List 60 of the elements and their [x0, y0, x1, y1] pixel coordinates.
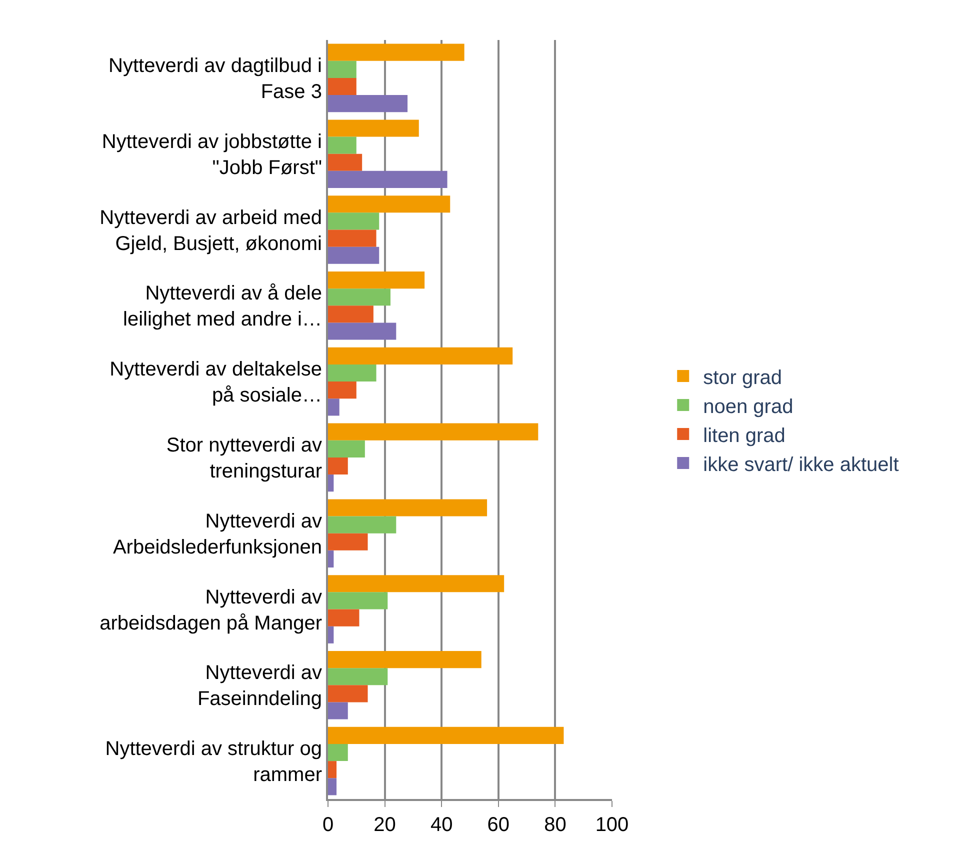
bar [328, 322, 396, 340]
bar [328, 516, 396, 534]
bar [328, 474, 334, 492]
bar [328, 398, 340, 416]
bar [328, 626, 334, 644]
bar [328, 685, 368, 702]
y-tick-label: Nytteverdi av dagtilbud i Fase 3 [108, 54, 322, 103]
bar [328, 609, 360, 626]
x-tick-label: 100 [595, 814, 629, 836]
bar [328, 668, 388, 686]
bar [328, 423, 538, 440]
legend-label: stor grad [703, 366, 782, 389]
bar [328, 592, 388, 610]
bar [328, 60, 356, 78]
y-tick-label: Nytteverdi av Faseinndeling [197, 662, 322, 710]
bar [328, 288, 390, 306]
bar [328, 382, 356, 399]
y-tick-label: Nytteverdi av å dele leilighet med andre i… [123, 282, 322, 331]
legend-label: ikke svart/ ikke aktuelt [703, 454, 900, 476]
legend-label: noen grad [703, 396, 794, 418]
bar [328, 440, 365, 458]
bar [328, 95, 408, 112]
x-tick-label: 60 [487, 814, 510, 836]
legend-label: liten grad [703, 424, 786, 447]
y-tick-label: Nytteverdi av arbeid med Gjeld, Busjett, økonomi [100, 206, 322, 255]
bar [328, 196, 450, 213]
x-tick-label: 40 [430, 814, 453, 836]
bar [328, 170, 448, 188]
bar [328, 651, 482, 668]
y-tick-label: Nytteverdi av arbeidsdagen på Manger [100, 586, 322, 634]
bar [328, 230, 376, 247]
bar [328, 702, 348, 720]
bar [328, 575, 504, 592]
bar [328, 347, 513, 364]
bar [328, 120, 419, 137]
bar [328, 364, 376, 382]
bar [328, 154, 362, 171]
bar [328, 136, 356, 154]
x-tick-label: 80 [544, 814, 566, 836]
bar [328, 44, 464, 61]
bar [328, 306, 374, 323]
bar [328, 533, 368, 550]
bar [328, 744, 348, 762]
y-tick-label: Nytteverdi av Arbeidslederfunksjonen [112, 510, 322, 558]
bar [328, 761, 337, 778]
x-tick-label: 20 [374, 814, 396, 836]
y-tick-label: Nytteverdi av jobbstøtte i "Jobb Først" [102, 130, 322, 179]
bar [328, 78, 356, 96]
bar [328, 212, 380, 230]
bar [328, 457, 348, 475]
bar [328, 726, 564, 744]
x-tick-label: 0 [322, 814, 334, 836]
bar [328, 272, 425, 289]
y-tick-label: Nytteverdi av deltakelse på sosiale… [110, 358, 322, 407]
bar [328, 550, 334, 568]
bar [328, 246, 380, 264]
bar [328, 778, 337, 796]
y-tick-label: Stor nytteverdi av treningsturar [166, 434, 322, 482]
y-tick-label: Nytteverdi av struktur og rammer [105, 738, 322, 786]
bar [328, 499, 488, 516]
